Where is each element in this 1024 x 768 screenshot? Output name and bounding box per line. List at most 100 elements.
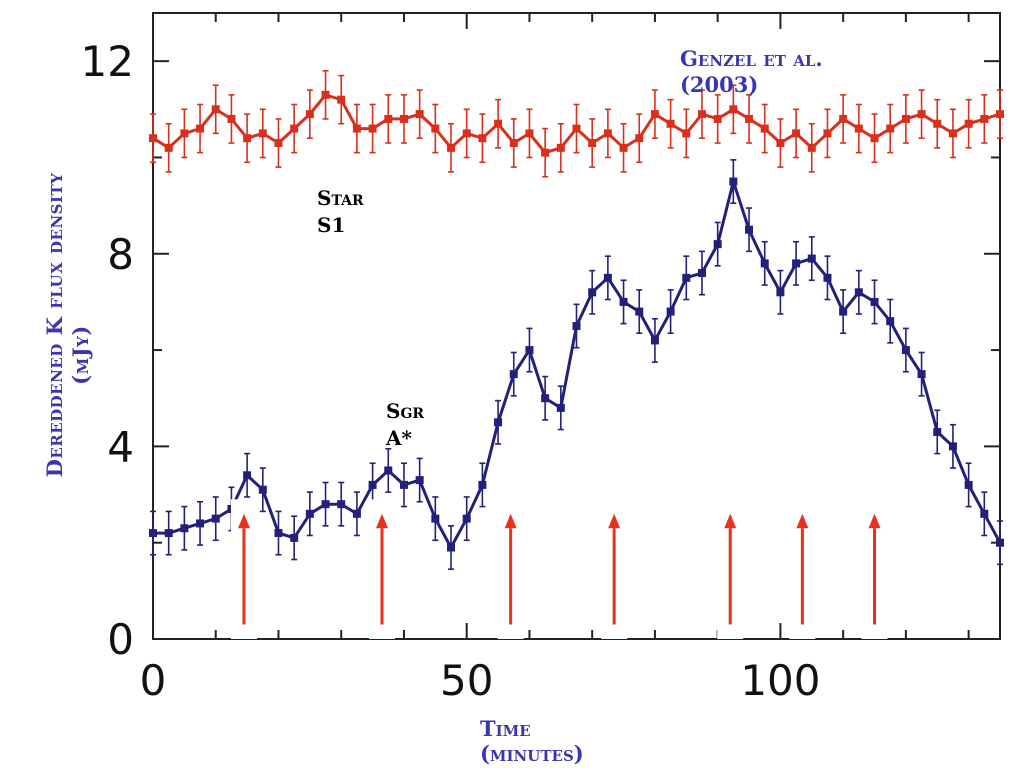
data-point <box>478 134 487 143</box>
data-point <box>164 529 173 538</box>
data-point <box>697 269 706 278</box>
y-tick-label-3: 12 <box>81 37 134 86</box>
data-point <box>290 124 299 133</box>
data-point <box>901 346 910 355</box>
y-axis-title-line2: (mJy) <box>68 325 93 385</box>
data-point <box>149 134 157 143</box>
data-point <box>415 476 424 485</box>
annotation-genzel-line1: Genzel et al. <box>680 46 823 71</box>
data-point <box>776 139 785 148</box>
data-point <box>321 500 330 509</box>
data-point <box>713 240 722 249</box>
y-tick-label-0: 0 <box>107 615 134 664</box>
data-point <box>823 129 832 138</box>
data-point <box>352 509 361 518</box>
data-point <box>650 110 659 119</box>
data-point <box>933 119 942 128</box>
data-point <box>619 143 628 152</box>
data-point <box>305 509 314 518</box>
x-axis-title-line1: Time <box>480 716 531 741</box>
flare-arrow-head <box>376 513 389 529</box>
data-point <box>588 288 597 297</box>
data-point <box>164 143 173 152</box>
annotation-genzel-line2: (2003) <box>680 72 758 97</box>
data-point <box>682 273 691 282</box>
data-point <box>352 124 361 133</box>
data-point <box>619 297 628 306</box>
annotation-star-line2: S1 <box>317 213 345 237</box>
data-point <box>180 524 189 533</box>
data-point <box>243 134 252 143</box>
data-point <box>807 143 816 152</box>
data-point <box>384 114 393 123</box>
data-point <box>713 114 722 123</box>
data-point <box>509 139 518 148</box>
data-point <box>682 129 691 138</box>
data-point <box>839 307 848 316</box>
series-0 <box>149 69 1004 178</box>
data-point <box>415 110 424 119</box>
data-point <box>509 370 518 379</box>
data-point <box>870 134 879 143</box>
data-point <box>556 143 565 152</box>
data-point <box>635 307 644 316</box>
data-point <box>948 442 957 451</box>
data-point <box>572 322 581 330</box>
data-point <box>305 110 314 119</box>
data-point <box>258 129 267 138</box>
data-point <box>980 114 989 123</box>
data-point <box>258 485 267 494</box>
data-point <box>870 297 879 306</box>
data-point <box>462 129 471 138</box>
data-point <box>948 129 957 138</box>
flare-arrow-head <box>237 513 250 529</box>
x-tick-label-0: 0 <box>140 656 167 705</box>
data-point <box>149 529 157 538</box>
data-point <box>745 225 754 234</box>
data-point <box>337 500 346 509</box>
data-point <box>541 394 550 403</box>
x-tick-label-1: 50 <box>440 656 493 705</box>
flare-arrow-head <box>868 513 881 529</box>
data-point <box>556 403 565 412</box>
x-axis-title-line2: (minutes) <box>480 741 584 766</box>
data-point <box>996 110 1004 119</box>
data-point <box>368 124 377 133</box>
data-point <box>854 124 863 133</box>
data-point <box>933 427 942 436</box>
data-point <box>964 480 973 489</box>
data-point <box>525 346 534 355</box>
data-point <box>917 370 926 379</box>
data-point <box>290 533 299 542</box>
flare-arrow-head <box>724 513 737 529</box>
data-point <box>399 480 408 489</box>
flare-arrow-head <box>796 513 809 529</box>
data-point <box>901 114 910 123</box>
data-point <box>431 124 440 133</box>
data-point <box>399 114 408 123</box>
data-point <box>478 480 487 489</box>
data-point <box>823 273 832 282</box>
data-point <box>494 418 503 427</box>
data-point <box>588 139 597 148</box>
data-point <box>541 148 550 157</box>
data-point <box>196 519 205 528</box>
data-point <box>603 129 612 138</box>
data-point <box>917 110 926 119</box>
annotation-star-line1: Star <box>317 186 364 210</box>
data-point <box>635 134 644 143</box>
data-point <box>839 114 848 123</box>
data-point <box>603 273 612 282</box>
data-point <box>384 466 393 475</box>
data-point <box>211 514 220 523</box>
data-point <box>807 254 816 263</box>
data-point <box>792 129 801 138</box>
y-axis-title: Dereddened K flux density (mJy) <box>42 173 93 478</box>
data-point <box>886 124 895 133</box>
data-point <box>792 259 801 268</box>
annotation-sgr-line2: A* <box>385 426 413 450</box>
y-tick-labels: 0 4 8 12 <box>81 37 134 664</box>
data-point <box>666 307 675 316</box>
flare-arrow-head <box>504 513 517 529</box>
